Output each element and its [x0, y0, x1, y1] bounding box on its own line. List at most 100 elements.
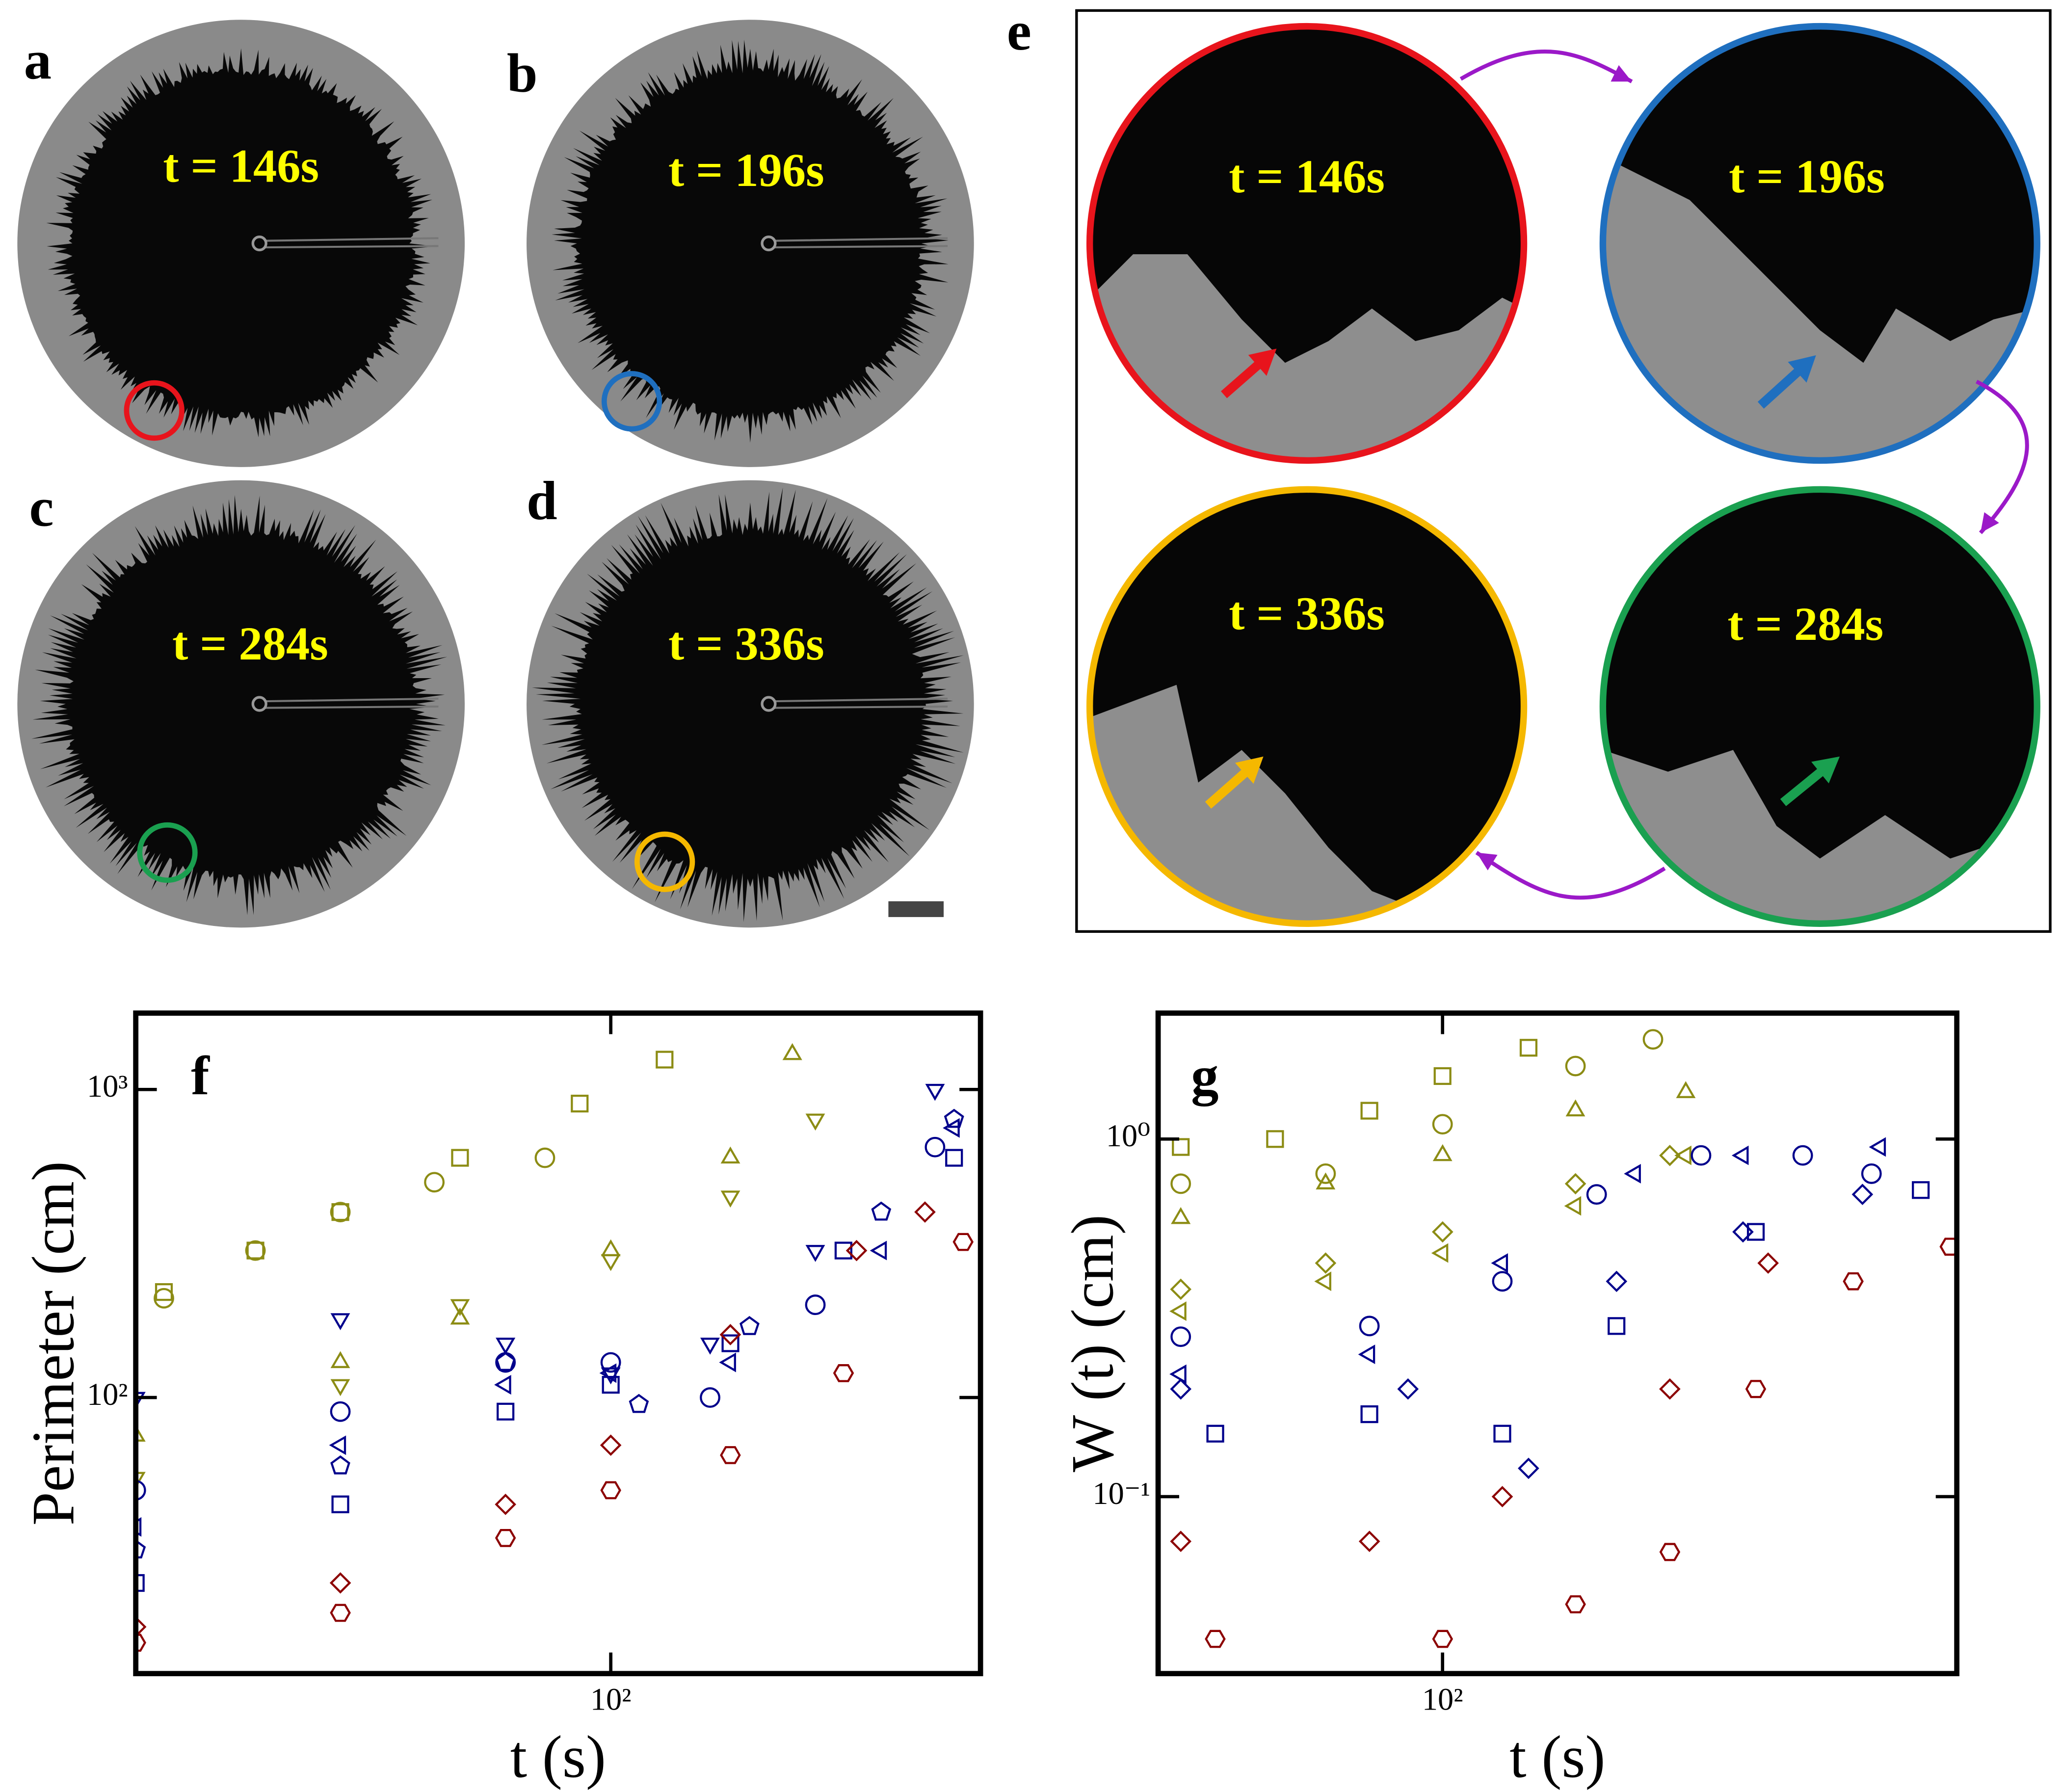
data-point — [1397, 1378, 1419, 1400]
inlet — [761, 696, 777, 712]
data-point — [1170, 1278, 1192, 1300]
data-point — [1565, 1595, 1586, 1613]
plot-area — [135, 1043, 974, 1652]
data-point — [1659, 1144, 1681, 1166]
data-point — [135, 1472, 146, 1489]
time-label: t = 146s — [1229, 150, 1385, 203]
data-point — [495, 1352, 516, 1371]
zoom-view — [1603, 26, 2037, 461]
micrograph — [17, 20, 465, 467]
data-point — [601, 1239, 621, 1257]
zoom-view — [1603, 489, 2037, 924]
data-point — [1359, 1316, 1380, 1337]
sequence-arrow-head — [1980, 512, 1999, 533]
needle — [264, 237, 439, 249]
data-point — [496, 1338, 516, 1355]
data-point — [135, 1392, 146, 1409]
micrograph — [17, 480, 465, 928]
y-tick-label: 10⁰ — [1106, 1118, 1150, 1153]
data-point — [602, 1375, 620, 1394]
data-point — [1431, 1221, 1453, 1243]
data-point — [1586, 1184, 1607, 1205]
highlight-ring — [137, 822, 198, 883]
sequence-arrow-head — [1611, 65, 1632, 82]
sequence-arrow-head — [1476, 852, 1498, 870]
data-point — [450, 1307, 470, 1325]
air-region — [1089, 254, 1524, 461]
data-point — [135, 1539, 146, 1559]
y-axis-label: Perimeter (cm) — [19, 1161, 86, 1526]
data-point — [1659, 1378, 1681, 1400]
data-point — [1565, 1055, 1586, 1077]
data-point — [805, 1294, 826, 1316]
micrograph — [527, 20, 974, 467]
data-point — [571, 1094, 589, 1113]
data-point — [331, 1495, 349, 1513]
air-region — [1603, 157, 2037, 461]
y-tick-label: 10² — [87, 1377, 128, 1412]
data-point — [1519, 1039, 1538, 1057]
data-point — [740, 1316, 760, 1335]
data-point — [1564, 1173, 1586, 1195]
needle — [774, 237, 948, 249]
y-tick-label: 10⁻¹ — [1092, 1476, 1150, 1511]
zoom-view — [1089, 26, 1524, 461]
data-point — [329, 1572, 351, 1594]
data-point — [944, 1108, 964, 1128]
fluid-pattern — [552, 39, 949, 443]
data-point — [720, 1146, 740, 1164]
scale-bar — [888, 901, 944, 917]
data-point — [1746, 1223, 1765, 1241]
data-point — [1170, 1378, 1192, 1400]
pointer-arrow — [1757, 362, 1808, 409]
data-point — [600, 1481, 621, 1500]
data-point — [1861, 1163, 1882, 1184]
time-label: t = 284s — [1727, 598, 1883, 650]
plot-frame — [1155, 1010, 1960, 1677]
data-point — [1358, 1530, 1380, 1553]
panel-e-frame — [1075, 9, 2052, 933]
data-point — [833, 1364, 854, 1382]
data-point — [1171, 1207, 1191, 1224]
data-point — [600, 1434, 622, 1456]
zoom-view — [1089, 489, 1524, 924]
data-point — [1565, 1099, 1585, 1117]
pointer-arrow-head — [1235, 756, 1264, 784]
data-point — [135, 1616, 147, 1638]
data-point — [1624, 1163, 1641, 1184]
sequence-arrow — [1475, 851, 1666, 900]
data-point — [135, 1424, 146, 1442]
time-label: t = 336s — [1229, 587, 1385, 639]
zoom-ring — [1599, 486, 2040, 927]
sequence-arrow — [1976, 380, 2029, 534]
time-label: t = 146s — [163, 140, 319, 192]
data-point — [1493, 1424, 1511, 1443]
data-point — [1266, 1130, 1284, 1148]
time-label: t = 284s — [172, 617, 328, 670]
pointer-arrow-head — [1788, 355, 1816, 383]
data-point — [1316, 1172, 1336, 1189]
data-point — [805, 1113, 825, 1131]
time-label: t = 196s — [668, 144, 824, 196]
y-axis-label: W (t) (cm) — [1059, 1214, 1126, 1472]
data-point — [1518, 1457, 1539, 1479]
data-point — [451, 1149, 469, 1167]
data-point — [719, 1352, 736, 1372]
data-point — [1745, 1380, 1767, 1398]
pointer-arrow-head — [1248, 348, 1277, 376]
highlight-ring — [601, 371, 662, 432]
data-point — [1606, 1270, 1628, 1292]
data-point — [1492, 1271, 1513, 1292]
data-point — [1169, 1364, 1187, 1384]
data-point — [1792, 1145, 1813, 1166]
data-point — [720, 1190, 740, 1208]
data-point — [1869, 1137, 1886, 1157]
panel-letter: f — [191, 1046, 210, 1107]
inlet — [251, 696, 267, 712]
x-axis-label: t (s) — [1509, 1723, 1605, 1790]
data-point — [1360, 1102, 1378, 1120]
data-point — [245, 1240, 266, 1261]
data-point — [1691, 1145, 1712, 1166]
data-point — [1851, 1184, 1874, 1205]
data-point — [135, 1517, 142, 1537]
